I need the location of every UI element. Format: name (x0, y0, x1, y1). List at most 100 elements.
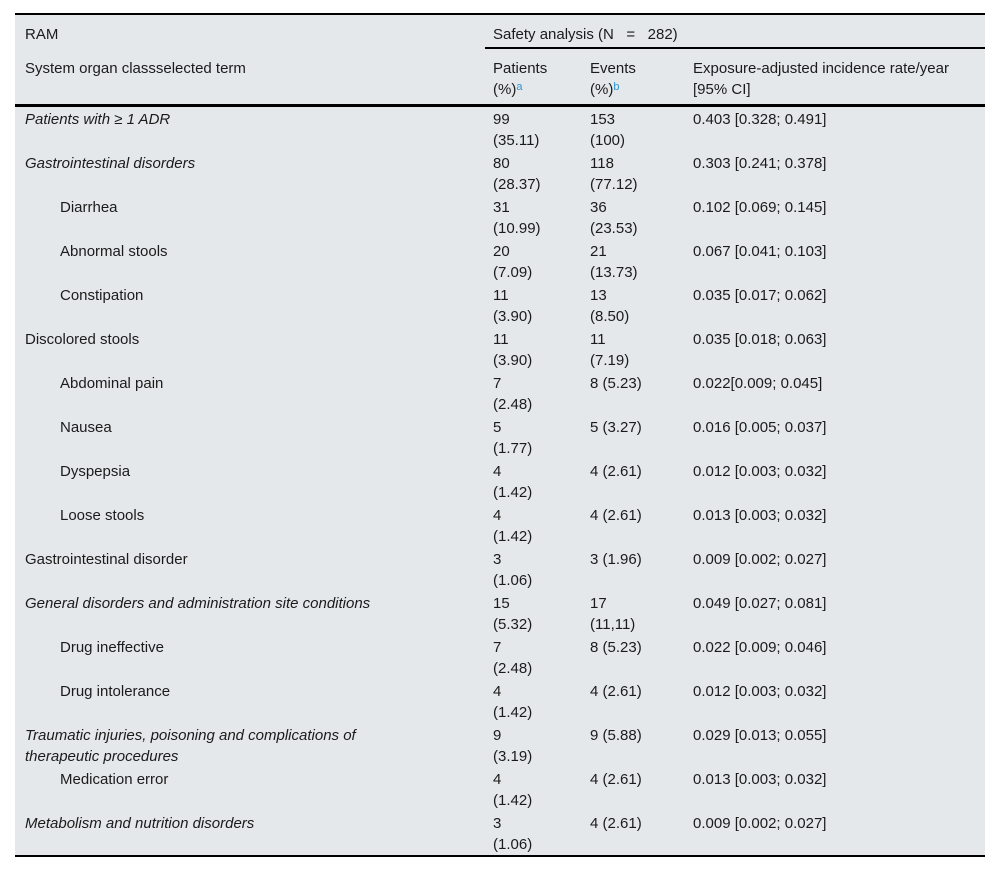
patients-cell: 15 (5.32) (485, 591, 585, 635)
term-cell: Abnormal stools (15, 239, 485, 283)
term-label: Loose stools (60, 507, 145, 524)
term-label: Drug intolerance (60, 683, 171, 700)
column-header-patients: Patients (%)a (485, 49, 585, 100)
term-cell: Traumatic injuries, poisoning and compli… (15, 723, 485, 767)
term-label: Abnormal stools (60, 243, 168, 260)
patients-cell: 7 (2.48) (485, 635, 585, 679)
events-percent (590, 394, 688, 415)
term-cell: Patients with ≥ 1 ADR (15, 107, 485, 151)
patients-percent: (10.99) (493, 220, 541, 237)
table-row: Dyspepsia 4 (1.42) 4 (2.61) 0.012 [0.003… (15, 459, 985, 503)
rate-value: 0.049 [0.027; 0.081] (693, 595, 827, 612)
term-label: Dyspepsia (60, 463, 131, 480)
safety-analysis-label: Safety analysis (N = 282) (485, 15, 985, 49)
term-label: Gastrointestinal disorder (25, 551, 188, 568)
rate-header-line2: [95% CI] (693, 81, 751, 98)
patients-percent: (1.42) (493, 484, 533, 501)
events-count: 8 (5.23) (590, 375, 642, 392)
events-cell: 153 (100) (585, 107, 688, 151)
term-label: Patients with ≥ 1 ADR (25, 111, 171, 128)
patients-cell: 20 (7.09) (485, 239, 585, 283)
table-row: Discolored stools 11 (3.90) 11 (7.19) 0.… (15, 327, 985, 371)
events-count: 4 (2.61) (590, 507, 642, 524)
rate-value: 0.303 [0.241; 0.378] (693, 155, 827, 172)
term-cell: Constipation (15, 283, 485, 327)
term-cell: Drug ineffective (15, 635, 485, 679)
term-label: Constipation (60, 287, 144, 304)
rate-value: 0.012 [0.003; 0.032] (693, 463, 827, 480)
events-percent: (77.12) (590, 176, 638, 193)
term-cell: Metabolism and nutrition disorders (15, 811, 485, 855)
term-cell: General disorders and administration sit… (15, 591, 485, 635)
patients-percent: (1.77) (493, 440, 533, 457)
events-count: 17 (590, 595, 607, 612)
patients-percent: (1.06) (493, 572, 533, 589)
term-label: Metabolism and nutrition disorders (25, 815, 255, 832)
term-cell: Diarrhea (15, 195, 485, 239)
rate-value: 0.013 [0.003; 0.032] (693, 771, 827, 788)
safety-analysis-table: RAM Safety analysis (N = 282) System org… (15, 13, 985, 857)
patients-cell: 9 (3.19) (485, 723, 585, 767)
events-percent: (13.73) (590, 264, 638, 281)
table-header-top: RAM Safety analysis (N = 282) (15, 15, 985, 49)
patients-percent: (5.32) (493, 616, 533, 633)
events-cell: 5 (3.27) (585, 415, 688, 459)
events-percent: (11,11) (590, 616, 636, 633)
events-cell: 4 (2.61) (585, 811, 688, 855)
patients-count: 4 (493, 463, 502, 480)
patients-percent: (2.48) (493, 396, 533, 413)
table-row: Drug intolerance 4 (1.42) 4 (2.61) 0.012… (15, 679, 985, 723)
events-count: 3 (1.96) (590, 551, 642, 568)
patients-percent: (1.42) (493, 528, 533, 545)
rate-value: 0.022[0.009; 0.045] (693, 375, 823, 392)
patients-count: 80 (493, 155, 510, 172)
term-cell: Medication error (15, 767, 485, 811)
term-cell: Drug intolerance (15, 679, 485, 723)
table-row: Constipation 11 (3.90) 13 (8.50) 0.035 [… (15, 283, 985, 327)
patients-cell: 5 (1.77) (485, 415, 585, 459)
table-row: Nausea 5 (1.77) 5 (3.27) 0.016 [0.005; 0… (15, 415, 985, 459)
events-header-line2: (%)b (590, 81, 620, 98)
patients-count: 4 (493, 771, 502, 788)
events-cell: 9 (5.88) (585, 723, 688, 767)
table-row: General disorders and administration sit… (15, 591, 985, 635)
rate-value: 0.035 [0.018; 0.063] (693, 331, 827, 348)
events-cell: 4 (2.61) (585, 679, 688, 723)
term-label: Drug ineffective (60, 639, 164, 656)
rate-value: 0.067 [0.041; 0.103] (693, 243, 827, 260)
patients-percent: (7.09) (493, 264, 533, 281)
patients-count: 99 (493, 111, 510, 128)
patients-count: 3 (493, 551, 502, 568)
events-cell: 36 (23.53) (585, 195, 688, 239)
events-percent (590, 746, 688, 767)
table-row: Drug ineffective 7 (2.48) 8 (5.23) 0.022… (15, 635, 985, 679)
rate-value: 0.022 [0.009; 0.046] (693, 639, 827, 656)
patients-count: 4 (493, 683, 502, 700)
events-cell: 4 (2.61) (585, 503, 688, 547)
patients-header-line2: (%)a (493, 81, 523, 98)
events-percent: (8.50) (590, 308, 630, 325)
rate-value: 0.013 [0.003; 0.032] (693, 507, 827, 524)
patients-count: 7 (493, 375, 502, 392)
events-percent: (100) (590, 132, 626, 149)
rate-value: 0.102 [0.069; 0.145] (693, 199, 827, 216)
events-count: 5 (3.27) (590, 419, 642, 436)
patients-count: 31 (493, 199, 510, 216)
events-cell: 4 (2.61) (585, 767, 688, 811)
patients-percent: (35.11) (493, 132, 540, 149)
rate-value: 0.403 [0.328; 0.491] (693, 111, 827, 128)
patients-cell: 4 (1.42) (485, 679, 585, 723)
patients-cell: 4 (1.42) (485, 503, 585, 547)
table-row: Abnormal stools 20 (7.09) 21 (13.73) 0.0… (15, 239, 985, 283)
patients-cell: 4 (1.42) (485, 459, 585, 503)
term-cell: Discolored stools (15, 327, 485, 371)
term-cell: Gastrointestinal disorder (15, 547, 485, 591)
events-percent (590, 790, 688, 811)
table-row: Gastrointestinal disorder 3 (1.06) 3 (1.… (15, 547, 985, 591)
events-header-line1: Events (590, 60, 636, 77)
footnote-a-marker: a (516, 81, 523, 93)
patients-percent: (3.90) (493, 308, 533, 325)
patients-cell: 4 (1.42) (485, 767, 585, 811)
term-label: Medication error (60, 771, 169, 788)
term-label: Abdominal pain (60, 375, 164, 392)
